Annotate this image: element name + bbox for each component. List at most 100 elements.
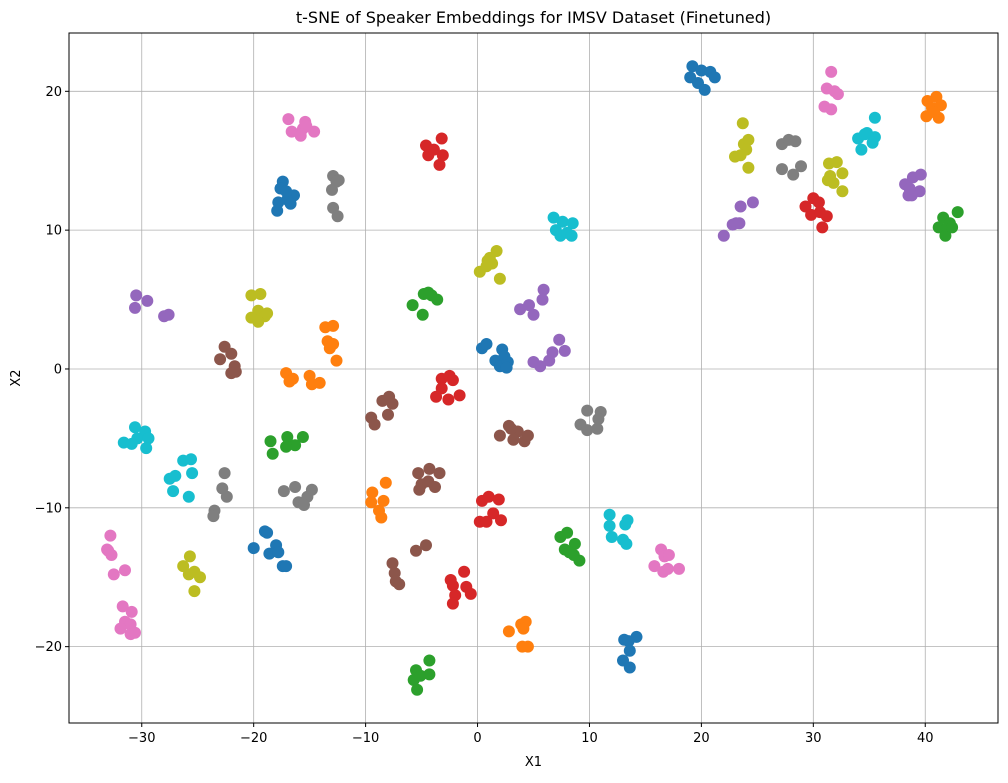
- speaker-cluster: [920, 90, 947, 124]
- scatter-point: [836, 167, 849, 180]
- scatter-point: [183, 550, 196, 563]
- scatter-point: [914, 168, 927, 181]
- scatter-point: [814, 206, 826, 219]
- scatter-point: [464, 587, 477, 600]
- scatter-point: [446, 579, 459, 592]
- scatter-point: [433, 467, 446, 480]
- scatter-point: [480, 338, 493, 350]
- scatter-point: [414, 669, 427, 682]
- speaker-cluster: [473, 490, 507, 528]
- scatter-point: [695, 64, 708, 77]
- scatter-point: [368, 418, 381, 431]
- x-tick-label: −30: [128, 731, 155, 746]
- scatter-point: [406, 299, 419, 312]
- scatter-point: [717, 229, 730, 242]
- scatter-point: [377, 494, 390, 507]
- scatter-point: [521, 640, 534, 653]
- speaker-cluster: [821, 156, 849, 198]
- scatter-point: [129, 626, 141, 639]
- scatter-point: [423, 668, 436, 681]
- scatter-point: [194, 571, 206, 584]
- scatter-point: [946, 221, 959, 234]
- scatter-point: [558, 344, 571, 357]
- scatter-point: [521, 429, 534, 442]
- speaker-cluster: [214, 340, 242, 380]
- scatter-point: [305, 483, 318, 496]
- scatter-point: [182, 490, 195, 503]
- scatter-point: [483, 251, 496, 264]
- speaker-cluster: [554, 526, 586, 567]
- scatter-point: [482, 490, 495, 503]
- scatter-point: [500, 361, 513, 374]
- scatter-point: [442, 393, 455, 406]
- scatter-point: [866, 136, 879, 149]
- scatter-point: [816, 221, 829, 234]
- speaker-cluster: [776, 133, 807, 181]
- scatter-point: [427, 143, 440, 156]
- scatter-point: [271, 204, 284, 217]
- scatter-point: [565, 229, 578, 242]
- scatter-point: [730, 217, 743, 230]
- speaker-cluster: [502, 615, 534, 653]
- scatter-point: [581, 424, 594, 437]
- scatter-point: [858, 128, 871, 141]
- scatter-point: [422, 286, 435, 299]
- speaker-cluster: [574, 404, 607, 437]
- scatter-points: [101, 60, 964, 696]
- scatter-point: [412, 467, 425, 480]
- scatter-point: [410, 544, 422, 557]
- scatter-point: [605, 531, 618, 543]
- speaker-cluster: [114, 600, 141, 641]
- scatter-point: [411, 683, 424, 696]
- scatter-point: [527, 308, 540, 321]
- scatter-point: [218, 467, 231, 480]
- scatter-point: [429, 481, 441, 493]
- scatter-point: [285, 125, 298, 138]
- scatter-point: [868, 111, 881, 124]
- scatter-point: [493, 272, 506, 285]
- scatter-point: [327, 319, 340, 332]
- scatter-point: [129, 301, 141, 314]
- speaker-cluster: [245, 288, 274, 328]
- scatter-point: [662, 549, 675, 561]
- scatter-point: [252, 315, 265, 328]
- scatter-point: [734, 149, 747, 162]
- x-tick-label: 0: [473, 731, 481, 746]
- scatter-point: [365, 496, 378, 509]
- scatter-point: [673, 562, 685, 575]
- scatter-point: [220, 490, 233, 503]
- scatter-point: [261, 307, 274, 320]
- scatter-point: [330, 175, 343, 188]
- scatter-point: [289, 481, 302, 493]
- scatter-point: [566, 217, 579, 230]
- scatter-point: [502, 625, 515, 638]
- scatter-point: [556, 215, 569, 228]
- scatter-point: [517, 622, 530, 635]
- scatter-point: [330, 354, 343, 367]
- scatter-point: [825, 65, 838, 78]
- scatter-point: [225, 347, 238, 360]
- scatter-point: [708, 71, 721, 84]
- scatter-point: [492, 493, 505, 506]
- scatter-point: [263, 547, 276, 560]
- plot-frame: [68, 32, 999, 724]
- scatter-point: [413, 483, 426, 496]
- scatter-point: [300, 120, 313, 132]
- scatter-point: [125, 437, 138, 450]
- scatter-point: [622, 635, 635, 648]
- scatter-point: [495, 514, 507, 527]
- speaker-cluster: [365, 390, 399, 431]
- scatter-point: [435, 132, 448, 145]
- speaker-cluster: [493, 419, 534, 448]
- y-tick-label: 0: [54, 362, 62, 377]
- scatter-point: [420, 539, 432, 552]
- chart-title: t-SNE of Speaker Embeddings for IMSV Dat…: [296, 8, 771, 27]
- scatter-point: [272, 546, 285, 559]
- speaker-cluster: [527, 333, 571, 373]
- scatter-point: [928, 106, 941, 119]
- scatter-point: [162, 308, 175, 321]
- scatter-point: [855, 143, 868, 156]
- scatter-point: [623, 644, 636, 657]
- scatter-point: [366, 486, 379, 499]
- scatter-point: [553, 333, 566, 346]
